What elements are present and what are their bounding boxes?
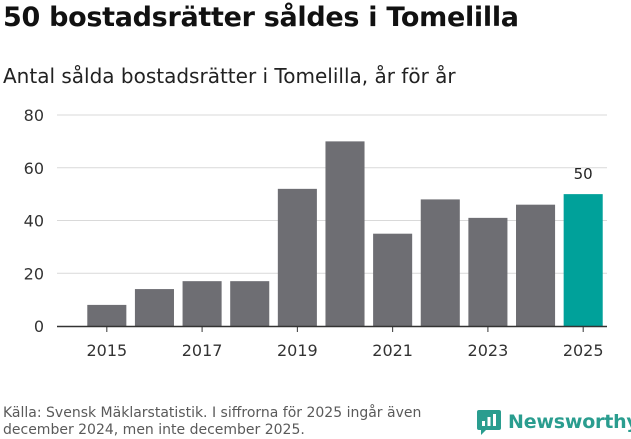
x-tick-label: 2015 [86,341,127,360]
bar-2019 [277,188,317,326]
x-tick-label: 2021 [372,341,413,360]
y-tick-label: 60 [24,159,44,178]
bar-2015 [87,304,127,326]
brand-name: Newsworthy [508,411,631,433]
x-tick-label: 2017 [182,341,223,360]
bar-2020 [325,141,365,326]
y-tick-label: 80 [24,106,44,125]
y-tick-label: 0 [34,317,44,336]
y-tick-label: 40 [24,212,44,231]
bar-chart: 0 20 40 60 80 50 2015 2017 2019 2021 2023 2025 [24,106,607,360]
bar-2023 [468,217,508,326]
bar-2021 [373,233,413,326]
bar-2025 [563,194,603,326]
source-note: Källa: Svensk Mäklarstatistik. I siffror… [3,405,422,438]
data-label: 50 [574,165,593,183]
newsworthy-logo: Newsworthy [476,408,631,436]
x-tick-label: 2019 [277,341,318,360]
bar-2024 [516,204,556,326]
bar-2017 [182,281,222,326]
x-tick-label: 2023 [468,341,509,360]
newsworthy-icon [477,410,501,435]
chart-title: 50 bostadsrätter såldes i Tomelilla [3,2,519,33]
bar-2022 [420,199,460,326]
bar-2016 [134,289,174,326]
chart-subtitle: Antal sålda bostadsrätter i Tomelilla, å… [3,64,456,88]
y-tick-label: 20 [24,264,44,283]
x-tick-label: 2025 [563,341,604,360]
bar-2018 [230,281,270,326]
